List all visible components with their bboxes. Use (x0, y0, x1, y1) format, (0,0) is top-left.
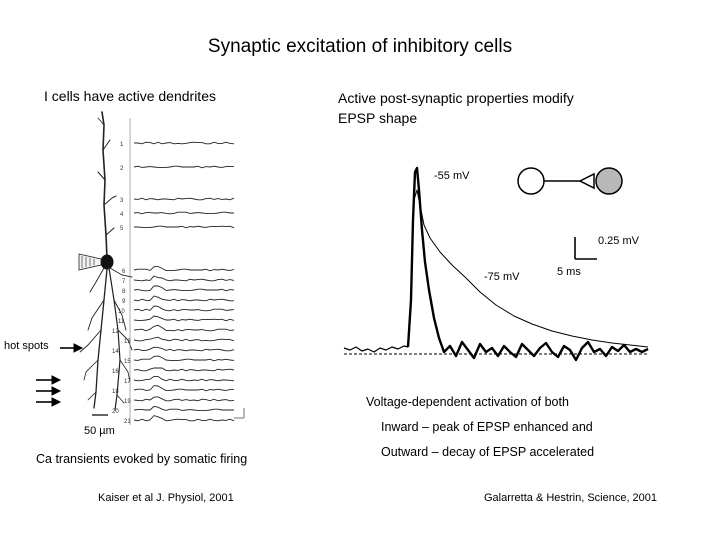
hot-spots-label: hot spots (4, 340, 49, 352)
calcium-trace (133, 165, 234, 169)
calcium-trace (133, 385, 234, 392)
synapse-triangle-icon (578, 172, 595, 190)
arrow-head-icon (51, 397, 62, 407)
epsp-traces (343, 166, 649, 362)
calcium-trace (133, 197, 235, 201)
scale-voltage-label: 0.25 mV (598, 235, 639, 247)
trace-number-label: 4 (120, 212, 124, 218)
left-citation: Kaiser et al J. Physiol, 2001 (98, 492, 234, 504)
calcium-trace (133, 305, 235, 312)
calcium-trace (133, 295, 234, 302)
paired-recording-schematic (517, 167, 623, 195)
calcium-trace (133, 355, 235, 362)
trace-number-label: 7 (122, 279, 126, 285)
calcium-trace (133, 336, 235, 342)
calcium-trace (133, 415, 235, 422)
left-caption: Ca transients evoked by somatic firing (36, 452, 248, 466)
presynaptic-cell-icon (517, 167, 545, 195)
trace-number-label: 18 (112, 389, 119, 395)
hot-spot-arrows (36, 343, 84, 407)
trace-number-label: 11 (118, 319, 125, 325)
trace-number-label: 14 (112, 349, 119, 355)
page-title: Synaptic excitation of inhibitory cells (207, 36, 513, 57)
trace-panel-frame (129, 118, 245, 425)
trace-number-label: 17 (124, 379, 131, 385)
calcium-trace (133, 367, 235, 372)
calcium-trace (133, 211, 234, 215)
trace-number-label: 13 (124, 339, 131, 345)
trace-number-label: 21 (124, 419, 131, 425)
left-panel-heading: I cells have active dendrites (44, 88, 216, 104)
right-heading-line-1: Active post-synaptic properties modify (338, 90, 574, 106)
label-minus-75mv: -75 mV (484, 271, 520, 283)
neuron-image (78, 111, 133, 411)
trace-number-label: 10 (118, 309, 125, 315)
calcium-trace (133, 324, 235, 332)
calcium-trace (133, 375, 235, 382)
right-citation: Galarretta & Hestrin, Science, 2001 (484, 492, 658, 504)
calcium-trace (134, 141, 235, 145)
calcium-traces (133, 141, 235, 422)
trace-number-label: 5 (120, 226, 124, 232)
calcium-trace (133, 315, 235, 322)
right-heading-line-2: EPSP shape (338, 110, 418, 126)
postsynaptic-cell-icon (595, 167, 623, 195)
arrow-head-icon (73, 343, 84, 353)
arrow-head-icon (51, 386, 62, 396)
trace-number-label: 6 (122, 269, 126, 275)
trace-number-label: 9 (122, 299, 126, 305)
trace-number-label: 20 (112, 409, 119, 415)
calcium-trace (134, 225, 235, 229)
trace-number-label: 3 (120, 198, 124, 204)
trace-depolarized (407, 189, 649, 348)
trace-number-label: 12 (112, 329, 119, 335)
explanation-line-1: Voltage-dependent activation of both (366, 395, 569, 409)
trace-number-label: 1 (120, 142, 124, 148)
trace-hyperpolarized (406, 166, 649, 362)
trace-number-label: 8 (122, 289, 126, 295)
trace-number-label: 15 (124, 359, 131, 365)
calcium-trace (133, 396, 235, 402)
explanation-line-3: Outward – decay of EPSP accelerated (381, 445, 595, 459)
right-panel-heading: Active post-synaptic properties modify E… (338, 88, 574, 128)
calcium-trace (133, 405, 234, 411)
calcium-trace (133, 275, 235, 282)
trace-number-label: 16 (112, 369, 119, 375)
trace-number-label: 19 (124, 399, 131, 405)
scale-time-label: 5 ms (557, 266, 581, 278)
label-minus-55mv: -55 mV (434, 170, 470, 182)
micron-scale-label: 50 µm (84, 425, 115, 437)
calcium-trace (133, 285, 235, 292)
explanation-line-2: Inward – peak of EPSP enhanced and (381, 420, 593, 434)
epsp-scale-bar (574, 237, 597, 260)
calcium-trace (133, 265, 235, 272)
trace-baseline (343, 345, 409, 353)
trace-number-label: 2 (120, 166, 124, 172)
arrow-head-icon (51, 375, 62, 385)
calcium-trace (133, 346, 235, 352)
